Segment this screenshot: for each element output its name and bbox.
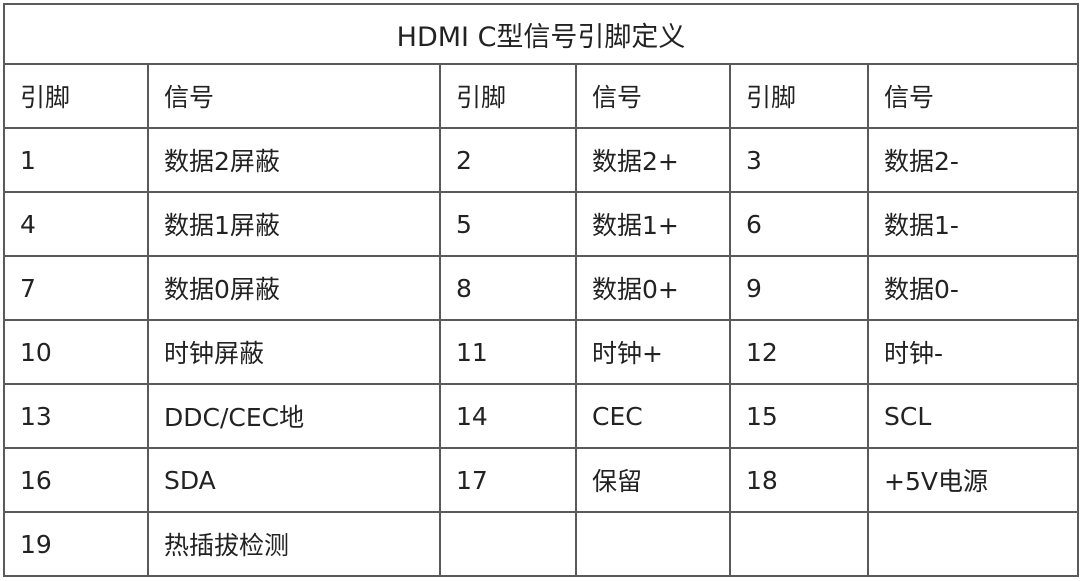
table-row: 19 热插拔检测 xyxy=(3,511,1080,577)
pin-number-cell: 17 xyxy=(439,447,577,513)
pin-number-cell: 15 xyxy=(729,383,869,449)
signal-name-cell: +5V电源 xyxy=(866,447,1080,513)
signal-name-cell: 数据2- xyxy=(866,127,1080,193)
header-cell-signal: 信号 xyxy=(575,63,731,129)
header-cell-pin: 引脚 xyxy=(439,63,577,129)
header-cell-pin: 引脚 xyxy=(729,63,869,129)
pin-number-cell: 11 xyxy=(439,319,577,385)
signal-name-cell: SCL xyxy=(866,383,1080,449)
pin-number-cell: 7 xyxy=(3,255,149,321)
table-row: 16 SDA 17 保留 18 +5V电源 xyxy=(3,447,1080,513)
title-row: HDMI C型信号引脚定义 xyxy=(2,3,1080,65)
signal-name-cell: 时钟- xyxy=(866,319,1080,385)
hdmi-pin-table: HDMI C型信号引脚定义 引脚 信号 引脚 信号 引脚 信号 1 数据2屏蔽 2 数… xyxy=(2,3,1080,577)
table-row: 10 时钟屏蔽 11 时钟+ 12 时钟- xyxy=(3,319,1080,385)
signal-name-cell: 热插拔检测 xyxy=(147,511,441,577)
pin-number-cell: 14 xyxy=(439,383,577,449)
signal-name-cell: DDC/CEC地 xyxy=(147,383,441,449)
header-cell-signal: 信号 xyxy=(147,63,441,129)
signal-name-cell: 数据0- xyxy=(866,255,1080,321)
pin-number-cell: 16 xyxy=(3,447,149,513)
pin-number-cell: 5 xyxy=(439,191,577,257)
pin-number-cell xyxy=(439,511,577,577)
pin-number-cell: 8 xyxy=(439,255,577,321)
table-row: 7 数据0屏蔽 8 数据0+ 9 数据0- xyxy=(3,255,1080,321)
pin-number-cell: 6 xyxy=(729,191,869,257)
table-row: 4 数据1屏蔽 5 数据1+ 6 数据1- xyxy=(3,191,1080,257)
pin-number-cell: 10 xyxy=(3,319,149,385)
signal-name-cell: 数据2+ xyxy=(575,127,731,193)
signal-name-cell xyxy=(575,511,731,577)
table-row: 1 数据2屏蔽 2 数据2+ 3 数据2- xyxy=(3,127,1080,193)
signal-name-cell: 数据1- xyxy=(866,191,1080,257)
table-title: HDMI C型信号引脚定义 xyxy=(2,3,1080,65)
header-cell-pin: 引脚 xyxy=(3,63,149,129)
pin-number-cell: 2 xyxy=(439,127,577,193)
signal-name-cell: SDA xyxy=(147,447,441,513)
pin-number-cell: 19 xyxy=(3,511,149,577)
table-row: 13 DDC/CEC地 14 CEC 15 SCL xyxy=(3,383,1080,449)
pin-number-cell xyxy=(729,511,869,577)
header-cell-signal: 信号 xyxy=(866,63,1080,129)
signal-name-cell: 时钟+ xyxy=(575,319,731,385)
header-row: 引脚 信号 引脚 信号 引脚 信号 xyxy=(3,63,1080,129)
pin-number-cell: 12 xyxy=(729,319,869,385)
pin-number-cell: 18 xyxy=(729,447,869,513)
signal-name-cell: 保留 xyxy=(575,447,731,513)
signal-name-cell: 数据1+ xyxy=(575,191,731,257)
pin-number-cell: 3 xyxy=(729,127,869,193)
pin-number-cell: 4 xyxy=(3,191,149,257)
signal-name-cell: CEC xyxy=(575,383,731,449)
signal-name-cell xyxy=(866,511,1080,577)
signal-name-cell: 数据1屏蔽 xyxy=(147,191,441,257)
pin-number-cell: 9 xyxy=(729,255,869,321)
signal-name-cell: 时钟屏蔽 xyxy=(147,319,441,385)
signal-name-cell: 数据2屏蔽 xyxy=(147,127,441,193)
pin-number-cell: 1 xyxy=(3,127,149,193)
pin-number-cell: 13 xyxy=(3,383,149,449)
signal-name-cell: 数据0+ xyxy=(575,255,731,321)
signal-name-cell: 数据0屏蔽 xyxy=(147,255,441,321)
